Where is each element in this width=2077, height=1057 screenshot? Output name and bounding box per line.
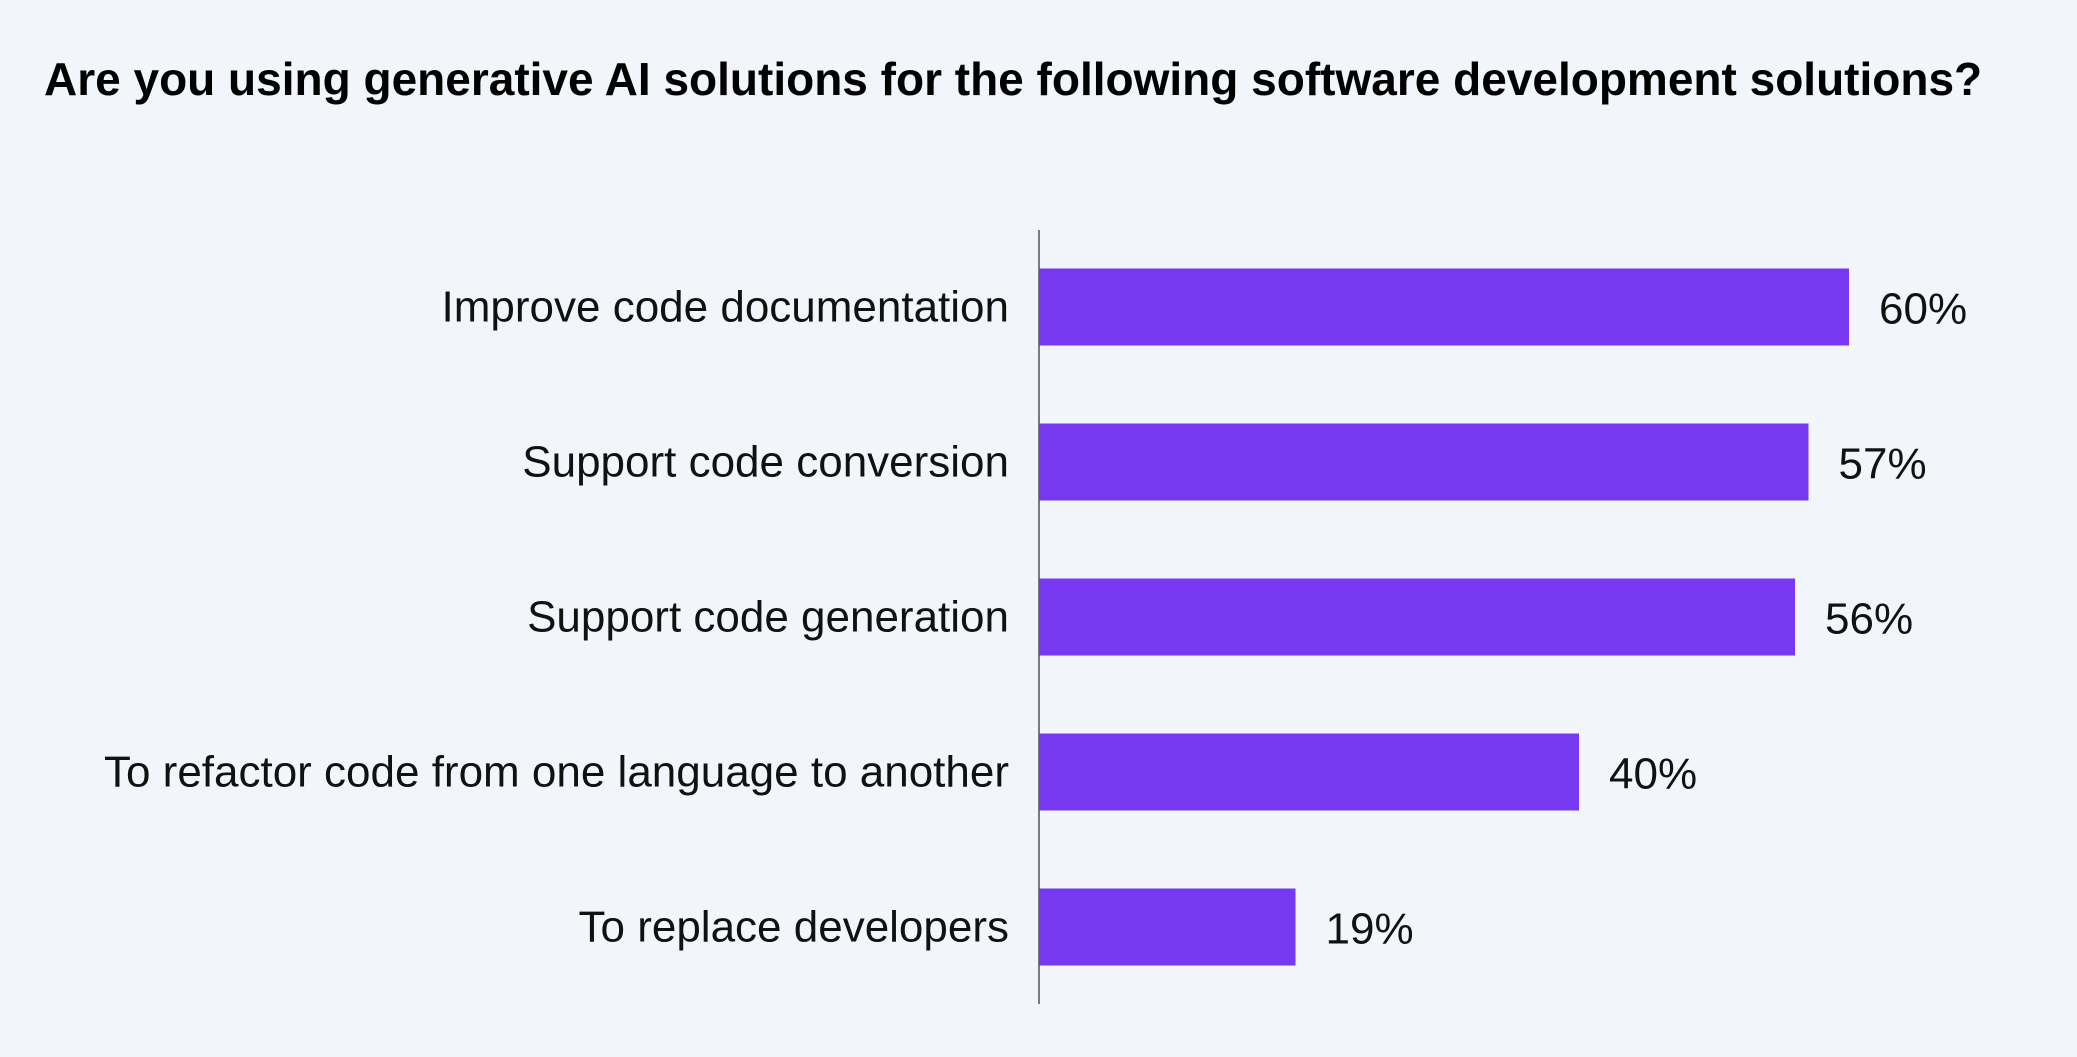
value-label: 40% bbox=[1609, 750, 1697, 799]
category-labels-group: Improve code documentation Support code c… bbox=[104, 283, 1009, 952]
category-label: To replace developers bbox=[579, 903, 1009, 952]
category-label: To refactor code from one language to an… bbox=[104, 748, 1009, 797]
bar bbox=[1039, 578, 1795, 656]
value-label: 56% bbox=[1825, 595, 1913, 644]
value-label: 57% bbox=[1839, 440, 1927, 489]
chart-title: Are you using generative AI solutions fo… bbox=[44, 53, 1983, 105]
bar bbox=[1039, 888, 1296, 966]
value-label: 60% bbox=[1879, 285, 1967, 334]
category-label: Improve code documentation bbox=[442, 283, 1009, 332]
value-label: 19% bbox=[1326, 905, 1414, 954]
bar bbox=[1039, 733, 1579, 811]
bar bbox=[1039, 423, 1809, 501]
category-label: Support code generation bbox=[527, 593, 1009, 642]
value-labels-group: 60% 57% 56% 40% 19% bbox=[1326, 285, 1968, 954]
category-label: Support code conversion bbox=[522, 438, 1009, 487]
bars-group bbox=[1039, 268, 1849, 966]
bar bbox=[1039, 268, 1849, 346]
